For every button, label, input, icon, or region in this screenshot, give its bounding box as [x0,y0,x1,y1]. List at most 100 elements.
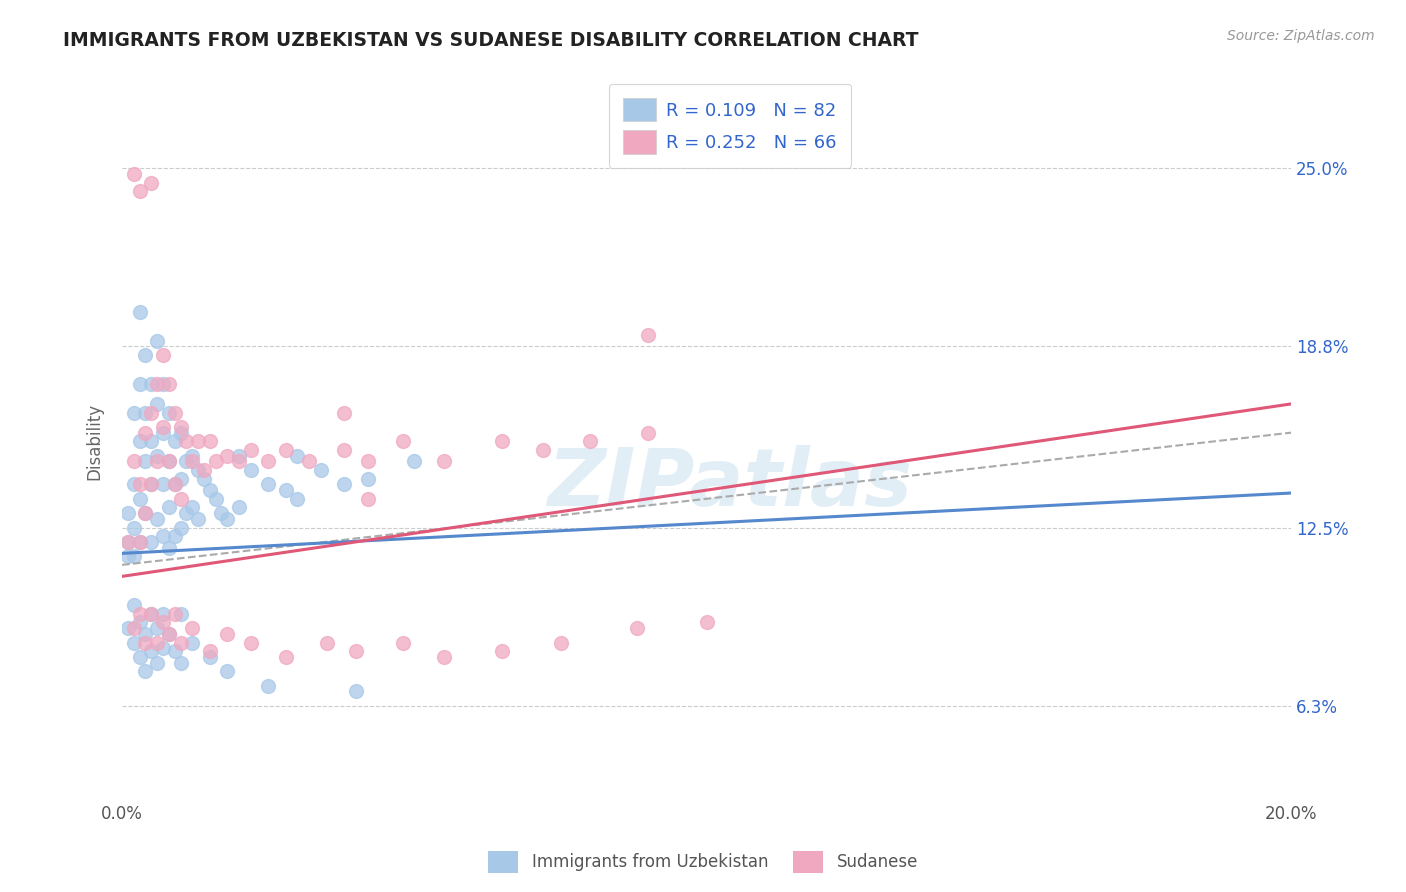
Point [141,644,163,658]
Point [228,500,250,515]
Point [117,534,139,549]
Point [117,549,139,564]
Text: IMMIGRANTS FROM UZBEKISTAN VS SUDANESE DISABILITY CORRELATION CHART: IMMIGRANTS FROM UZBEKISTAN VS SUDANESE D… [63,31,918,50]
Point [637,327,659,342]
Point [193,472,215,486]
Point [128,184,150,198]
Point [122,167,145,181]
Point [550,635,572,649]
Point [146,656,169,670]
Point [152,529,174,543]
Point [176,506,198,520]
Point [141,607,163,621]
Point [141,405,163,419]
Point [157,454,180,468]
Y-axis label: Disability: Disability [86,402,103,480]
Point [128,477,150,491]
Point [134,405,156,419]
Point [128,305,150,319]
Point [344,684,367,698]
Point [356,491,378,506]
Point [152,348,174,362]
Point [146,449,169,463]
Point [163,644,186,658]
Point [134,665,156,679]
Point [134,627,156,641]
Point [163,529,186,543]
Point [141,434,163,449]
Point [181,500,204,515]
Point [122,405,145,419]
Point [169,656,191,670]
Point [181,635,204,649]
Point [344,644,367,658]
Point [333,477,356,491]
Point [128,434,150,449]
Point [204,454,226,468]
Point [433,454,456,468]
Point [433,649,456,664]
Point [146,454,169,468]
Point [169,491,191,506]
Point [228,449,250,463]
Point [169,635,191,649]
Point [122,520,145,534]
Point [491,644,513,658]
Point [122,621,145,635]
Point [187,463,209,477]
Point [141,534,163,549]
Point [117,621,139,635]
Point [274,649,297,664]
Point [169,607,191,621]
Point [274,483,297,497]
Point [187,512,209,526]
Point [141,607,163,621]
Point [257,454,280,468]
Point [176,434,198,449]
Point [176,454,198,468]
Point [141,477,163,491]
Point [228,454,250,468]
Point [169,420,191,434]
Point [169,425,191,440]
Point [134,635,156,649]
Point [128,649,150,664]
Point [122,454,145,468]
Point [181,449,204,463]
Point [198,644,221,658]
Legend: Immigrants from Uzbekistan, Sudanese: Immigrants from Uzbekistan, Sudanese [482,845,924,880]
Point [146,635,169,649]
Point [117,534,139,549]
Point [181,621,204,635]
Point [187,434,209,449]
Point [122,549,145,564]
Point [128,376,150,391]
Point [157,454,180,468]
Point [356,472,378,486]
Point [146,376,169,391]
Point [198,434,221,449]
Point [152,420,174,434]
Legend: R = 0.109   N = 82, R = 0.252   N = 66: R = 0.109 N = 82, R = 0.252 N = 66 [609,84,852,168]
Point [157,627,180,641]
Point [181,454,204,468]
Point [287,449,309,463]
Point [122,477,145,491]
Point [217,449,239,463]
Point [404,454,426,468]
Point [141,376,163,391]
Point [298,454,321,468]
Point [128,534,150,549]
Point [152,477,174,491]
Point [146,512,169,526]
Point [209,506,232,520]
Point [309,463,332,477]
Point [117,506,139,520]
Point [141,176,163,190]
Point [198,483,221,497]
Point [217,627,239,641]
Point [333,405,356,419]
Point [163,434,186,449]
Point [146,334,169,348]
Point [239,442,262,457]
